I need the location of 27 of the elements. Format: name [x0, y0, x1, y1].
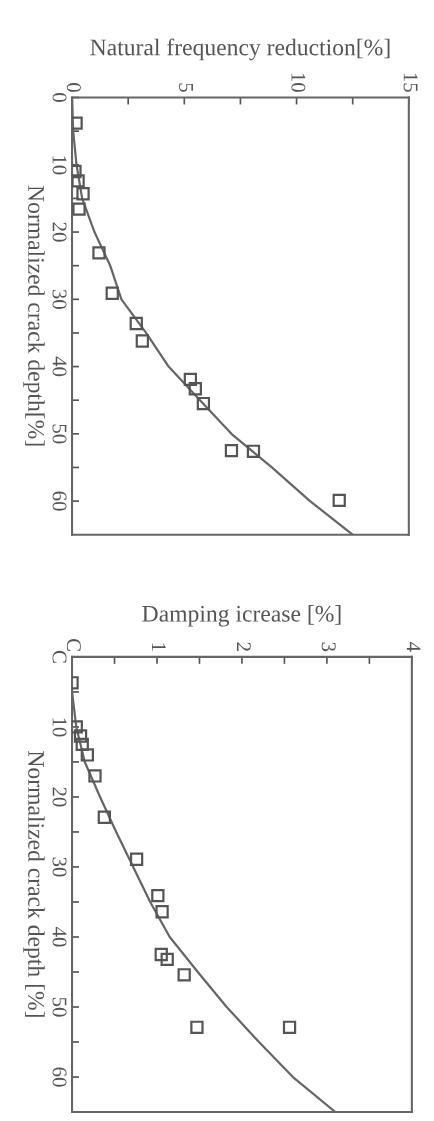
x-tick-label: 2 — [236, 642, 251, 651]
x-tick-label: 10 — [291, 73, 306, 92]
x-tick-label: 5 — [179, 83, 193, 92]
y-tick-label: 20 — [52, 222, 67, 242]
y-tick-label: 60 — [52, 1067, 67, 1087]
x-tick-label: C — [66, 639, 81, 651]
x-tick-label: 0 — [66, 83, 81, 92]
y-axis-title: Normalized crack depth[%] — [23, 185, 45, 446]
x-axis-title: Natural frequency reduction[%] — [90, 38, 390, 61]
y-tick-label: 10 — [52, 156, 67, 175]
y-tick-label: 20 — [52, 787, 67, 807]
y-tick-label: 40 — [52, 356, 67, 377]
y-tick-label: 30 — [52, 289, 67, 309]
y-tick-label: 10 — [52, 718, 67, 737]
y-axis-title: Normalized crack depth [%] — [23, 751, 45, 1017]
y-tick-label: 60 — [52, 491, 67, 511]
x-axis-title: Damping icrease [%] — [142, 605, 341, 627]
x-tick-label: 1 — [151, 643, 166, 651]
x-tick-label: 3 — [321, 642, 336, 652]
y-tick-label: 50 — [52, 424, 67, 444]
y-tick-label: 0 — [52, 93, 67, 102]
y-tick-label: 40 — [52, 926, 67, 947]
y-tick-label: 50 — [52, 997, 67, 1017]
x-tick-label: 4 — [406, 642, 421, 652]
x-tick-label: 15 — [403, 73, 418, 92]
y-tick-label: C — [52, 650, 67, 663]
y-tick-label: 30 — [52, 857, 67, 877]
